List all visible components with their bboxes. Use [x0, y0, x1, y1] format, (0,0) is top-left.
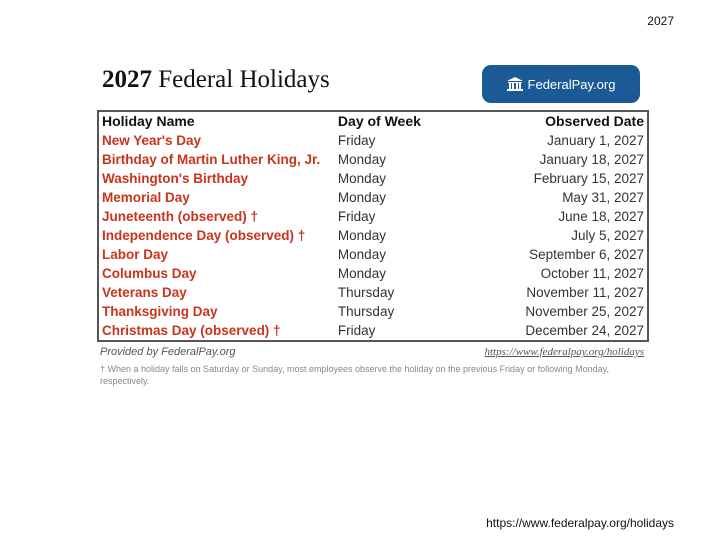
day-of-week: Friday	[337, 133, 376, 148]
table-row: Independence Day (observed) † Monday July …	[98, 226, 648, 245]
table-row: Birthday of Martin Luther King, Jr. Monda…	[98, 150, 648, 169]
observed-date: July 5, 2027	[571, 228, 644, 243]
table-header-row: Holiday Name Day of Week Observed Date	[98, 111, 648, 131]
observed-date: May 31, 2027	[562, 190, 644, 205]
source-link[interactable]: https://www.federalpay.org/holidays	[484, 346, 645, 358]
table-row: Memorial Day Monday May 31, 2027	[98, 188, 648, 207]
header-holiday-name: Holiday Name	[102, 113, 195, 129]
observed-date: February 15, 2027	[533, 171, 644, 186]
table-row: Christmas Day (observed) † Friday December…	[98, 321, 648, 341]
observed-date: June 18, 2027	[558, 209, 644, 224]
table-row: Thanksgiving Day Thursday November 25, 202…	[98, 302, 648, 321]
logo-text: FederalPay.org	[527, 76, 616, 92]
day-of-week: Monday	[337, 190, 386, 205]
observed-date: September 6, 2027	[529, 247, 644, 262]
day-of-week: Monday	[337, 266, 386, 281]
page-title: 2027 Federal Holidays	[102, 66, 330, 94]
observed-date: October 11, 2027	[540, 266, 644, 281]
holiday-name: Memorial Day	[102, 190, 190, 205]
holiday-name: Veterans Day	[102, 285, 187, 300]
holiday-name: Birthday of Martin Luther King, Jr.	[102, 152, 321, 167]
bank-building-icon	[506, 77, 523, 91]
holiday-name: Independence Day (observed) †	[102, 228, 306, 243]
holiday-name: Columbus Day	[102, 266, 197, 281]
table-row: New Year's Day Friday January 1, 2027	[98, 131, 648, 150]
title-year: 2027	[102, 66, 152, 93]
day-of-week: Friday	[337, 209, 376, 224]
holiday-name: Christmas Day (observed) †	[102, 323, 281, 338]
holiday-name: Labor Day	[102, 247, 169, 262]
day-of-week: Thursday	[337, 285, 395, 300]
header-observed-date: Observed Date	[545, 113, 644, 129]
holiday-name: New Year's Day	[102, 133, 202, 148]
footnote: † When a holiday falls on Saturday or Su…	[100, 364, 609, 386]
table-row: Veterans Day Thursday November 11, 2027	[98, 283, 648, 302]
observed-date: November 25, 2027	[525, 304, 644, 319]
day-of-week: Monday	[337, 228, 386, 243]
provided-by: Provided by FederalPay.org	[100, 346, 236, 358]
table-row: Columbus Day Monday October 11, 2027	[98, 264, 648, 283]
observed-date: January 1, 2027	[547, 133, 644, 148]
table-row: Labor Day Monday September 6, 2027	[98, 245, 648, 264]
table-row: Washington's Birthday Monday February 15, …	[98, 169, 648, 188]
holiday-name: Washington's Birthday	[102, 171, 248, 186]
day-of-week: Monday	[337, 152, 386, 167]
observed-date: December 24, 2027	[525, 323, 644, 338]
day-of-week: Friday	[337, 323, 376, 338]
federalpay-logo[interactable]: FederalPay.org	[482, 65, 640, 103]
observed-date: January 18, 2027	[539, 152, 644, 167]
header-day-of-week: Day of Week	[337, 113, 421, 129]
day-of-week: Thursday	[337, 304, 395, 319]
holiday-name: Juneteenth (observed) †	[102, 209, 259, 224]
page-year: 2027	[647, 14, 674, 28]
observed-date: November 11, 2027	[526, 285, 644, 300]
day-of-week: Monday	[337, 247, 386, 262]
table-row: Juneteenth (observed) † Friday June 18, 20…	[98, 207, 648, 226]
holidays-table: Holiday Name Day of Week Observed Date N…	[97, 110, 649, 342]
holiday-name: Thanksgiving Day	[102, 304, 218, 319]
footer-url[interactable]: https://www.federalpay.org/holidays	[486, 516, 674, 530]
title-text: Federal Holidays	[158, 66, 330, 93]
day-of-week: Monday	[337, 171, 386, 186]
